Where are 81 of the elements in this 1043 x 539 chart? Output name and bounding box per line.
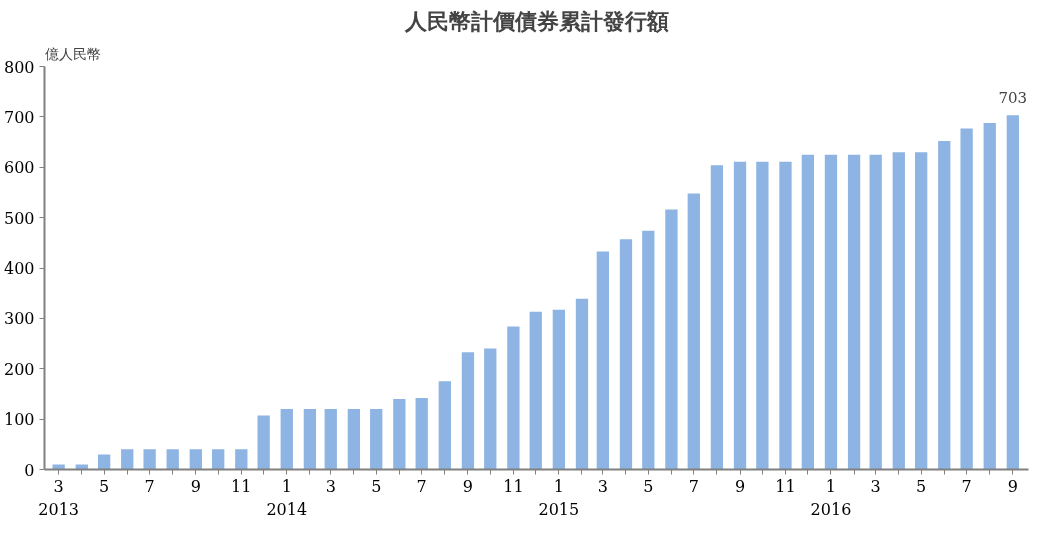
bar	[507, 326, 520, 470]
x-tick-label: 5	[99, 476, 110, 496]
x-tick-label: 5	[916, 476, 927, 496]
x-tick-label: 7	[416, 476, 427, 496]
bar	[596, 251, 609, 470]
text: 2016	[810, 499, 852, 519]
bar	[484, 348, 497, 470]
data-label: 703	[998, 89, 1028, 108]
y-tick-label: 400	[3, 259, 35, 278]
bar	[983, 122, 996, 470]
bar	[415, 397, 428, 470]
bar	[303, 409, 317, 470]
bar	[552, 309, 566, 470]
bar	[938, 141, 951, 470]
x-tick-label: 3	[53, 476, 64, 496]
bar	[438, 381, 451, 470]
bar	[257, 415, 270, 470]
bar	[687, 193, 700, 470]
x-tick-label: 9	[190, 476, 201, 496]
x-tick-label: 11	[231, 476, 252, 496]
bar	[393, 398, 406, 470]
y-tick-label: 500	[3, 208, 35, 228]
bar	[824, 154, 838, 470]
x-tick-label: 11	[775, 476, 796, 496]
y-tick-label: 100	[3, 410, 35, 430]
y-axis-title: 億人民幣	[44, 45, 101, 62]
bar	[1006, 115, 1019, 470]
chart-title: 人民幣計價債券累計發行額	[403, 7, 669, 34]
bar	[52, 464, 65, 470]
bar	[461, 352, 475, 470]
bar	[97, 454, 111, 470]
y-tick-label: 800	[3, 57, 35, 77]
bar	[779, 161, 792, 470]
x-tick-label: 7	[688, 476, 699, 496]
x-tick-label: 5	[371, 476, 382, 496]
bar	[710, 165, 724, 470]
bar	[143, 449, 156, 470]
x-tick-label: 9	[1007, 476, 1018, 496]
bar	[575, 298, 589, 470]
bar	[347, 409, 361, 470]
x-tick-label: 1	[281, 476, 292, 496]
x-tick-label: 3	[870, 476, 881, 496]
bar	[892, 152, 905, 470]
text: 2014	[266, 499, 308, 519]
bar	[733, 161, 747, 470]
y-tick-label: 700	[3, 107, 35, 127]
x-tick-label: 5	[643, 476, 654, 496]
bar	[121, 449, 134, 470]
bar	[166, 449, 179, 470]
y-tick-label: 200	[3, 359, 35, 379]
bar	[960, 128, 973, 470]
y-tick-label: 300	[3, 309, 35, 329]
x-tick-label: 1	[825, 476, 837, 496]
text: 2015	[538, 499, 580, 519]
bar	[235, 449, 248, 470]
bar	[280, 409, 293, 470]
x-tick-label: 3	[597, 476, 608, 496]
bar	[801, 154, 814, 470]
bar	[642, 230, 655, 470]
x-tick-label: 7	[961, 476, 972, 496]
x-tick-label: 1	[553, 476, 564, 496]
bar	[847, 154, 861, 470]
bar	[324, 409, 337, 470]
bar	[75, 464, 88, 470]
y-tick-label: 600	[3, 158, 35, 178]
bar	[869, 154, 882, 470]
bar	[212, 449, 225, 470]
bar	[189, 449, 202, 470]
x-tick-label: 9	[734, 476, 746, 496]
bar	[529, 311, 542, 470]
bar	[756, 161, 769, 470]
x-tick-label: 7	[144, 476, 155, 496]
x-tick-label: 9	[462, 476, 474, 496]
bar	[370, 409, 383, 470]
text: 2013	[38, 499, 80, 519]
bar	[665, 209, 678, 470]
y-tick-label: 0	[24, 460, 35, 480]
x-tick-label: 11	[503, 476, 524, 496]
bar	[915, 152, 928, 470]
x-tick-label: 3	[325, 476, 336, 496]
bar	[619, 239, 633, 470]
